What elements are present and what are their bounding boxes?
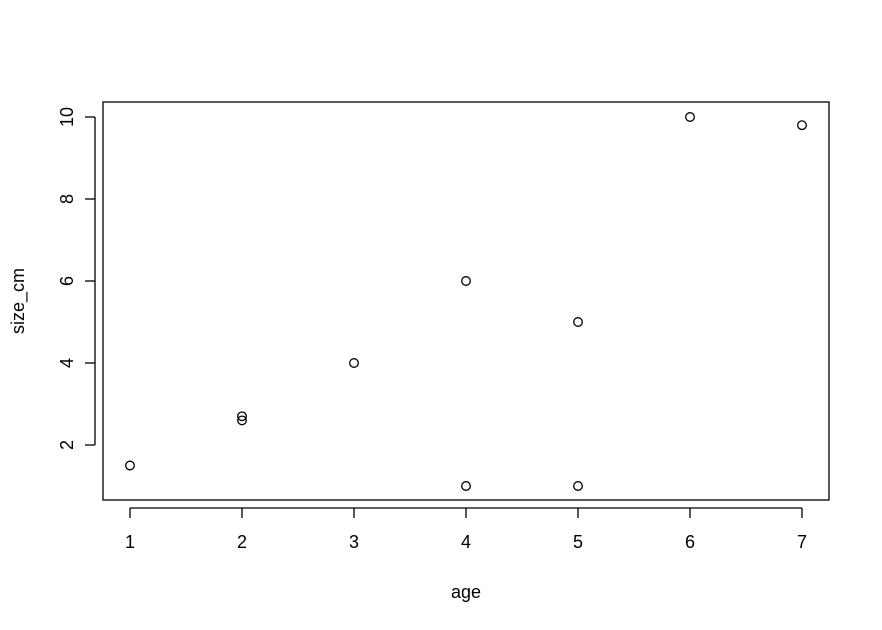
- x-axis-label: age: [451, 582, 481, 602]
- x-tick-label: 2: [237, 532, 247, 552]
- y-axis-label: size_cm: [8, 268, 29, 334]
- x-tick-label: 6: [685, 532, 695, 552]
- data-point: [461, 276, 471, 286]
- y-tick-label: 8: [57, 194, 77, 204]
- data-point: [797, 120, 807, 131]
- y-tick-label: 4: [57, 358, 77, 368]
- plot-box: [102, 101, 830, 501]
- x-tick-label: 5: [573, 532, 583, 552]
- data-point: [461, 481, 471, 491]
- x-axis: 1 2 3 4 5 6 7: [125, 507, 807, 552]
- data-point: [237, 411, 247, 422]
- y-tick-label: 6: [57, 276, 77, 286]
- data-point: [125, 460, 135, 471]
- data-points: [125, 112, 807, 491]
- data-point: [573, 317, 583, 327]
- y-axis: 2 4 6 8 10: [57, 107, 96, 450]
- x-tick-label: 3: [349, 532, 359, 552]
- y-tick-label: 10: [57, 107, 77, 127]
- data-point: [685, 112, 695, 122]
- x-tick-label: 1: [125, 532, 135, 552]
- x-tick-label: 4: [461, 532, 471, 552]
- data-point: [237, 415, 247, 426]
- data-point: [349, 358, 359, 368]
- data-point: [573, 481, 583, 491]
- x-tick-label: 7: [797, 532, 807, 552]
- y-tick-label: 2: [57, 440, 77, 450]
